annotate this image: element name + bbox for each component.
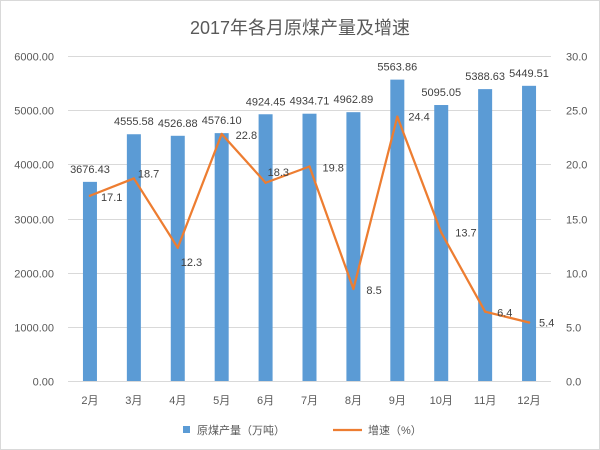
x-axis-tick-label: 9月 [389, 395, 406, 407]
production-bar-label: 5449.51 [509, 68, 549, 80]
right-axis-tick-label: 25.0 [566, 106, 587, 118]
production-bar [346, 112, 361, 381]
left-axis-tick-label: 1000.00 [14, 323, 54, 335]
x-axis-tick-label: 8月 [345, 395, 362, 407]
left-axis-tick-label: 6000.00 [14, 52, 54, 64]
growth-point [88, 194, 92, 197]
production-bar-label: 4962.89 [334, 94, 374, 106]
growth-label: 19.8 [323, 163, 344, 175]
production-bar-labels: 3676.43 4555.58 4526.88 4576.10 4924.45 4934.… [70, 62, 549, 176]
production-bar [214, 133, 229, 381]
right-axis-tick-label: 5.0 [566, 323, 581, 335]
x-axis-tick-label: 4月 [169, 395, 186, 407]
growth-label: 5.4 [539, 318, 554, 330]
x-axis-tick-label: 7月 [301, 395, 318, 407]
production-bar-label: 5388.63 [465, 71, 505, 83]
production-bar-label: 4934.71 [290, 96, 330, 108]
left-axis-tick-label: 2000.00 [14, 269, 54, 281]
x-axis-tick-label: 3月 [125, 395, 142, 407]
production-bar-label: 3676.43 [70, 164, 110, 176]
x-axis-tick-label: 2月 [81, 395, 98, 407]
growth-points [88, 115, 531, 324]
production-bar [434, 105, 449, 381]
production-bar [478, 89, 493, 381]
growth-label: 13.7 [455, 228, 476, 240]
growth-point [483, 310, 487, 313]
left-axis: 0.00 1000.00 2000.00 3000.00 4000.00 5000.00 6… [14, 52, 54, 389]
production-bar [390, 79, 405, 381]
left-axis-tick-label: 0.00 [33, 377, 54, 389]
growth-label: 18.7 [138, 168, 159, 180]
growth-label: 6.4 [497, 308, 512, 320]
production-bar [522, 85, 537, 381]
growth-point [220, 132, 223, 136]
x-axis-tick-label: 5月 [213, 395, 230, 407]
production-bar [302, 113, 317, 381]
x-axis: 2月 3月 4月 5月 6月 7月 8月 9月 10月 11月 12月 [81, 395, 540, 407]
growth-label: 12.3 [181, 257, 202, 269]
x-axis-tick-label: 11月 [474, 395, 496, 407]
chart-title: 2017年各月原煤产量及增速 [190, 18, 410, 38]
production-bars [82, 79, 537, 381]
growth-label: 24.4 [408, 112, 429, 124]
x-axis-tick-label: 12月 [517, 395, 540, 407]
legend-swatch-production [183, 426, 190, 433]
right-axis-tick-label: 15.0 [566, 215, 587, 227]
growth-label: 22.8 [236, 130, 257, 142]
production-bar [258, 114, 273, 381]
x-axis-tick-label: 10月 [430, 395, 453, 407]
growth-labels: 17.1 18.7 12.3 22.8 18.3 19.8 8.5 24.4 13.7 6.4 5.… [101, 112, 554, 330]
legend-label-growth: 增速（%） [368, 423, 422, 437]
growth-point [352, 287, 355, 291]
production-bar [82, 181, 97, 381]
right-axis-tick-label: 10.0 [566, 269, 587, 281]
right-axis-tick-label: 0.0 [566, 377, 581, 389]
production-bar-label: 4924.45 [246, 96, 286, 108]
x-axis-tick-label: 6月 [257, 395, 274, 407]
production-bar-label: 5095.05 [421, 87, 461, 99]
left-axis-tick-label: 5000.00 [14, 106, 54, 118]
growth-label: 8.5 [366, 285, 381, 297]
right-axis-tick-label: 20.0 [566, 160, 587, 172]
growth-point [176, 246, 179, 249]
growth-point [132, 177, 136, 180]
production-bar-label: 4555.58 [114, 116, 154, 128]
right-axis-tick-label: 30.0 [566, 52, 587, 64]
production-bar [170, 135, 185, 381]
production-bar-label: 4526.88 [158, 118, 198, 130]
growth-point [440, 231, 443, 234]
growth-point [396, 115, 399, 118]
left-axis-tick-label: 4000.00 [14, 160, 54, 172]
production-bar-label: 5563.86 [377, 62, 417, 74]
growth-point [527, 321, 531, 324]
growth-label: 17.1 [101, 192, 122, 204]
right-axis: 0.0 5.0 10.0 15.0 20.0 25.0 30.0 [566, 52, 587, 389]
legend: 原煤产量（万吨） 增速（%） [183, 423, 422, 437]
legend-label-production: 原煤产量（万吨） [197, 423, 285, 437]
growth-point [308, 165, 311, 168]
growth-point [264, 181, 267, 184]
production-bar [126, 134, 141, 381]
production-bar-label: 4576.10 [202, 115, 242, 127]
growth-label: 18.3 [268, 167, 289, 179]
left-axis-tick-label: 3000.00 [14, 215, 54, 227]
